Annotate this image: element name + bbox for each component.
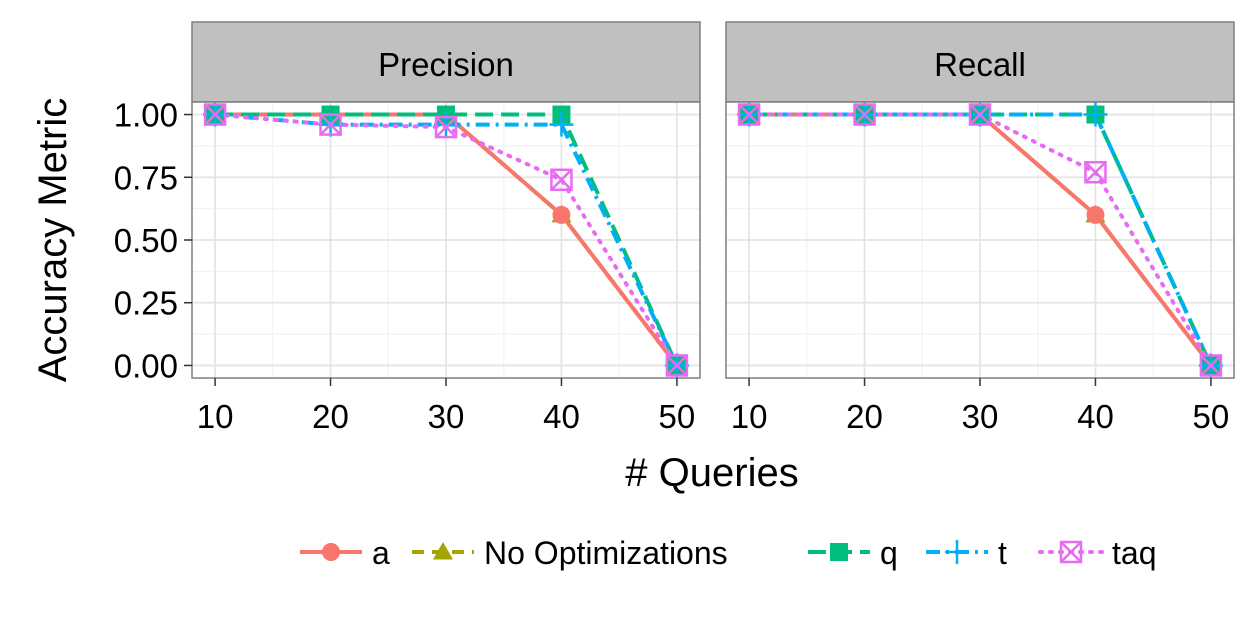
series-line-t bbox=[749, 112, 1213, 367]
x-tick-label: 20 bbox=[846, 398, 883, 435]
facet-strip bbox=[725, 21, 1235, 103]
data-point-boxed-x bbox=[1084, 161, 1107, 184]
data-point-circle bbox=[1086, 205, 1105, 224]
series-line-t bbox=[214, 112, 679, 367]
legend-label: t bbox=[998, 535, 1007, 571]
boxed-x-marker-box bbox=[1084, 161, 1107, 184]
boxed-x-marker-box bbox=[737, 103, 761, 126]
boxed-x-marker-box bbox=[1059, 540, 1083, 564]
legend-key-plus bbox=[945, 540, 969, 564]
data-point-boxed-x bbox=[550, 168, 573, 192]
circle-marker bbox=[552, 205, 571, 224]
legend-key-triangle bbox=[433, 542, 453, 560]
legend-label: No Optimizations bbox=[484, 535, 728, 571]
boxed-x-marker-l2 bbox=[550, 168, 573, 191]
boxed-x-marker-l2 bbox=[969, 103, 991, 126]
x-tick-label: 30 bbox=[428, 398, 465, 435]
legend-item-taq: taq bbox=[1038, 535, 1156, 571]
data-point-boxed-x bbox=[737, 103, 761, 126]
boxed-x-marker-l2 bbox=[1200, 354, 1222, 377]
legend-key-circle bbox=[322, 543, 340, 561]
data-point-boxed-x bbox=[203, 103, 227, 126]
x-tick-label: 50 bbox=[659, 398, 696, 435]
panel-precision: Precision 10 20 30 40 50 0.00 0.25 0.50 0.75 1.00 bbox=[114, 21, 701, 435]
legend-item-t: t bbox=[926, 535, 1007, 571]
data-point-boxed-x bbox=[434, 115, 458, 139]
legend: a No Optimizations q t taq bbox=[300, 535, 1156, 571]
boxed-x-marker-l2 bbox=[666, 354, 688, 377]
x-axis-title: # Queries bbox=[625, 451, 798, 495]
data-point-boxed-x bbox=[853, 103, 876, 126]
data-point-plus bbox=[549, 112, 574, 137]
legend-label: taq bbox=[1112, 535, 1156, 571]
boxed-x-marker-l2 bbox=[319, 113, 342, 136]
legend-item-a: a bbox=[300, 535, 390, 571]
legend-key-square bbox=[830, 543, 848, 561]
boxed-x-marker-box bbox=[665, 354, 689, 377]
y-tick-label: 1.00 bbox=[114, 97, 178, 134]
boxed-x-marker-l2 bbox=[204, 103, 226, 126]
boxed-x-marker-l2 bbox=[435, 116, 457, 138]
circle-marker bbox=[322, 543, 340, 561]
square-marker bbox=[830, 543, 848, 561]
boxed-x-marker-box bbox=[853, 103, 876, 126]
facet-title: Recall bbox=[934, 46, 1026, 83]
panel-recall: Recall 10 20 30 40 50 bbox=[725, 21, 1235, 435]
x-tick-label: 50 bbox=[1193, 398, 1230, 435]
facet-title: Precision bbox=[378, 46, 514, 83]
y-tick-label: 0.00 bbox=[114, 347, 178, 384]
data-point-boxed-x bbox=[1199, 354, 1223, 377]
legend-item-q: q bbox=[808, 535, 898, 571]
boxed-x-marker-box bbox=[319, 113, 342, 136]
data-point-boxed-x bbox=[968, 103, 992, 126]
x-tick-label: 40 bbox=[543, 398, 580, 435]
x-tick-label: 40 bbox=[1077, 398, 1114, 435]
y-axis-title: Accuracy Metric bbox=[31, 98, 75, 383]
boxed-x-marker-box bbox=[1199, 354, 1223, 377]
circle-marker bbox=[1086, 205, 1105, 224]
data-point-circle bbox=[552, 205, 571, 224]
y-tick-label: 0.75 bbox=[114, 159, 178, 196]
boxed-x-marker-l2 bbox=[1060, 541, 1082, 563]
boxed-x-marker-l2 bbox=[853, 103, 876, 126]
legend-item-no-optimizations: No Optimizations bbox=[412, 535, 728, 571]
legend-key-boxed-x bbox=[1059, 540, 1083, 564]
x-tick-label: 10 bbox=[197, 398, 234, 435]
x-tick-label: 10 bbox=[731, 398, 768, 435]
data-point-boxed-x bbox=[319, 113, 342, 136]
boxed-x-marker-l2 bbox=[738, 103, 760, 126]
x-tick-label: 30 bbox=[962, 398, 999, 435]
data-point-plus bbox=[1083, 102, 1108, 127]
x-tick-label: 20 bbox=[312, 398, 349, 435]
boxed-x-marker-box bbox=[434, 115, 458, 139]
legend-label: q bbox=[880, 535, 898, 571]
boxed-x-marker-box bbox=[550, 168, 573, 192]
boxed-x-marker-l2 bbox=[1084, 161, 1107, 184]
y-tick-label: 0.50 bbox=[114, 222, 178, 259]
boxed-x-marker-box bbox=[968, 103, 992, 126]
triangle-marker bbox=[433, 542, 453, 560]
boxed-x-marker-box bbox=[203, 103, 227, 126]
facet-strip bbox=[191, 21, 701, 103]
data-point-boxed-x bbox=[665, 354, 689, 377]
y-tick-label: 0.25 bbox=[114, 285, 178, 322]
legend-label: a bbox=[372, 535, 390, 571]
